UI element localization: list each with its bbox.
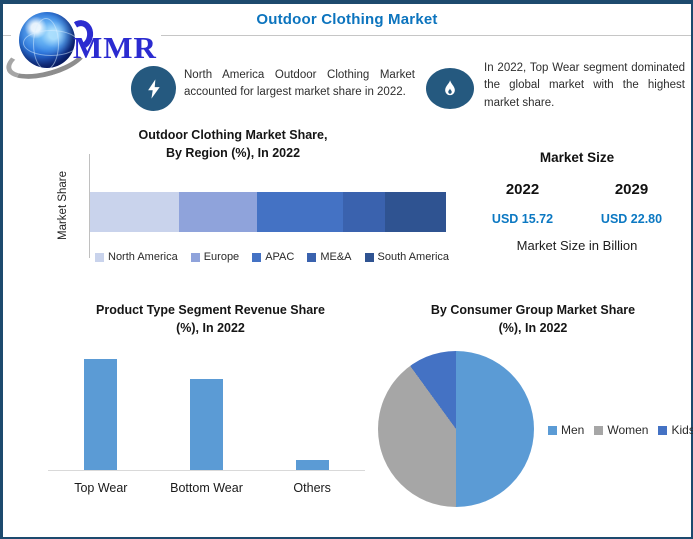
region-legend-swatch-europe [190,252,200,262]
region-legend-label-south-america: South America [377,251,450,263]
callout-top-wear-text: In 2022, Top Wear segment dominated the … [484,62,685,109]
region-legend-label-north-america: North America [108,251,178,263]
region-legend-swatch-north-america [95,252,104,262]
product-bar-bottom-wear [190,378,223,470]
region-legend-swatch-me-a [307,252,317,262]
consumer-group-pie [378,351,534,507]
pie-legend-label-men: Men [561,423,585,437]
region-stacked-bar [90,192,446,232]
market-size-heading: Market Size [539,150,615,165]
region-y-axis-line [89,154,90,258]
flame-icon [426,68,474,109]
callout-north-america-text: North America Outdoor Clothing Market ac… [184,69,415,99]
pie-legend-swatch-women [594,425,604,435]
product-bar-label-others: Others [293,481,331,495]
region-legend-item-south-america: South America [364,251,450,263]
market-size-value-2022: USD 15.72 [491,212,554,226]
pie-legend-item-women: Women [594,423,648,437]
region-legend-swatch-apac [252,252,262,262]
market-size-values-row: USD 15.72 USD 22.80 [468,212,686,226]
product-bar-col-bottom-wear [154,354,260,470]
region-legend-item-apac: APAC [252,251,294,263]
region-segment-south-america [385,192,446,232]
region-chart-title-line1: Outdoor Clothing Market Share, [138,128,328,142]
product-bar-top-wear [84,358,118,470]
product-chart-title-line2: (%), In 2022 [176,321,245,336]
page-title: Outdoor Clothing Market [256,11,438,28]
pie-legend-label-kids: Kids [671,423,693,437]
region-y-axis-label: Market Share [57,170,69,240]
region-legend-item-north-america: North America [95,251,178,263]
market-size-years-row: 2022 2029 [468,181,686,198]
pie-legend: Men Women Kids [548,423,693,437]
region-segment-europe [179,192,258,232]
region-legend-label-europe: Europe [203,251,240,263]
product-axis-labels: Top Wear Bottom Wear Others [48,481,365,495]
market-size-note: Market Size in Billion [516,238,638,253]
market-size-year-2022: 2022 [505,181,540,198]
region-segment-apac [257,192,343,232]
lightning-icon [131,66,176,111]
market-size-panel: Market Size 2022 2029 USD 15.72 USD 22.8… [468,150,686,253]
product-bar-others [295,460,329,470]
pie-legend-swatch-kids [658,425,668,435]
pie-legend-item-kids: Kids [658,423,693,437]
region-segment-me-a [342,192,386,232]
product-chart-title-line1: Product Type Segment Revenue Share [96,303,325,317]
logo-text: MMR [73,30,157,65]
region-legend-label-apac: APAC [265,251,295,263]
region-legend-label-me-a: ME&A [320,251,352,263]
market-size-year-2029: 2029 [614,181,649,198]
pie-chart-title: By Consumer Group Market Share (%), In 2… [388,301,678,337]
region-segment-north-america [90,192,179,232]
pie-legend-label-women: Women [607,423,649,437]
pie-chart-title-line2: (%), In 2022 [498,321,568,336]
pie-legend-item-men: Men [548,423,584,437]
product-bar-col-top-wear [48,354,154,470]
market-size-value-2029: USD 22.80 [600,212,663,226]
product-bar-plot [48,354,365,471]
product-bar-col-others [259,354,365,470]
region-legend-item-europe: Europe [190,251,240,263]
mmr-logo: MMR [1,8,161,87]
region-legend-item-me-a: ME&A [307,251,352,263]
globe-icon [19,12,79,70]
region-chart-title-line2: By Region (%), In 2022 [165,146,301,161]
product-bar-label-top-wear: Top Wear [74,481,128,495]
globe-parallel [23,30,79,56]
product-chart-title: Product Type Segment Revenue Share (%), … [43,301,378,337]
product-bar-label-bottom-wear: Bottom Wear [170,481,243,495]
region-legend: North America Europe APAC ME&A South America [95,251,455,263]
region-legend-swatch-south-america [364,252,374,262]
pie-legend-swatch-men [548,425,557,435]
header-divider [3,35,691,36]
region-chart-title: Outdoor Clothing Market Share, By Region… [58,126,408,162]
pie-chart-title-line1: By Consumer Group Market Share [430,303,636,317]
